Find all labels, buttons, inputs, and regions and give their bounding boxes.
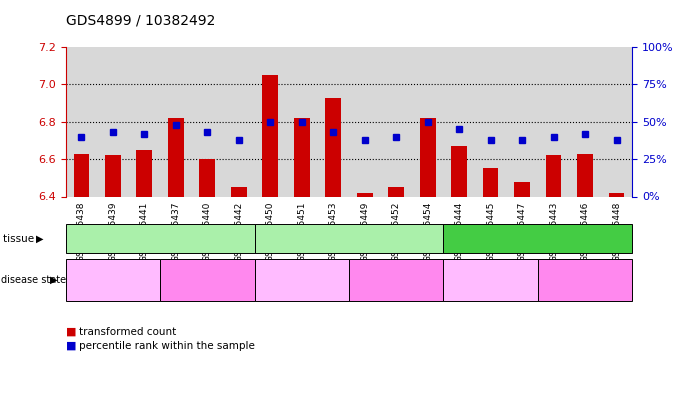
Bar xyxy=(73,154,89,196)
Text: pancreatic cancer-ind
uced cachexia: pancreatic cancer-ind uced cachexia xyxy=(350,270,442,290)
Bar xyxy=(294,118,310,196)
Bar xyxy=(136,150,152,196)
Bar xyxy=(200,159,215,196)
Text: pancreatic cancer-ind
uced cachexia: pancreatic cancer-ind uced cachexia xyxy=(540,270,631,290)
Bar xyxy=(388,187,404,196)
Bar xyxy=(577,154,593,196)
Text: transformed count: transformed count xyxy=(79,327,177,337)
Bar xyxy=(546,156,561,196)
Text: ▶: ▶ xyxy=(36,234,44,244)
Text: control: control xyxy=(287,275,316,285)
Bar xyxy=(609,193,625,196)
Text: white adipose: white adipose xyxy=(121,234,199,244)
Text: ■: ■ xyxy=(66,327,76,337)
Bar xyxy=(168,118,184,196)
Text: pancreatic cancer-ind
uced cachexia: pancreatic cancer-ind uced cachexia xyxy=(162,270,253,290)
Bar xyxy=(483,169,498,196)
Text: control: control xyxy=(476,275,505,285)
Bar xyxy=(105,156,121,196)
Bar xyxy=(325,97,341,196)
Bar xyxy=(263,75,278,196)
Text: ■: ■ xyxy=(66,341,76,351)
Text: ▶: ▶ xyxy=(50,275,58,285)
Text: muscle: muscle xyxy=(518,234,558,244)
Bar xyxy=(514,182,530,196)
Bar xyxy=(451,146,467,196)
Bar xyxy=(231,187,247,196)
Text: disease state: disease state xyxy=(1,275,69,285)
Text: percentile rank within the sample: percentile rank within the sample xyxy=(79,341,256,351)
Text: liver: liver xyxy=(337,234,361,244)
Bar xyxy=(357,193,372,196)
Bar xyxy=(420,118,435,196)
Text: control: control xyxy=(98,275,127,285)
Text: tissue: tissue xyxy=(3,234,38,244)
Text: GDS4899 / 10382492: GDS4899 / 10382492 xyxy=(66,13,215,28)
